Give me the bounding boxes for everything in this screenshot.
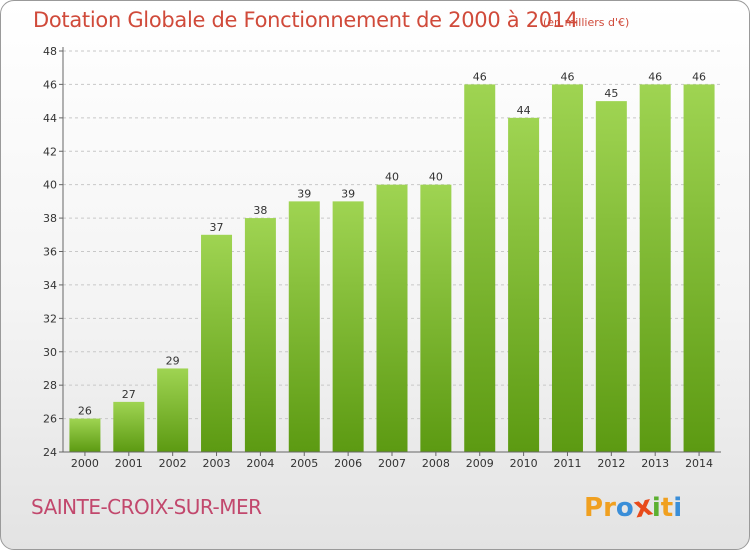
data-label: 40 bbox=[429, 171, 443, 184]
bar-2012 bbox=[595, 101, 627, 452]
y-tick-label: 46 bbox=[43, 78, 57, 91]
y-tick-label: 24 bbox=[43, 446, 57, 459]
logo-letter: i bbox=[673, 493, 683, 523]
data-label: 37 bbox=[210, 221, 224, 234]
x-tick-label: 2004 bbox=[246, 457, 274, 470]
chart-title: Dotation Globale de Fonctionnement de 20… bbox=[33, 8, 578, 32]
y-tick-label: 32 bbox=[43, 312, 57, 325]
data-label: 46 bbox=[648, 70, 662, 83]
x-tick-label: 2010 bbox=[510, 457, 538, 470]
data-label: 45 bbox=[604, 87, 618, 100]
bar-2009 bbox=[464, 84, 496, 453]
bar-2013 bbox=[639, 84, 671, 453]
x-tick-label: 2007 bbox=[378, 457, 406, 470]
x-tick-label: 2002 bbox=[159, 457, 187, 470]
data-label: 46 bbox=[473, 70, 487, 83]
logo-letter: o bbox=[615, 493, 634, 523]
data-label: 27 bbox=[122, 388, 136, 401]
bar-2001 bbox=[113, 401, 145, 452]
data-label: 29 bbox=[166, 354, 180, 367]
data-label: 44 bbox=[517, 104, 531, 117]
logo-letter: r bbox=[603, 493, 616, 523]
data-labels: 26 27 29 37 38 39 39 40 40 46 44 46 45 46 46 bbox=[78, 70, 706, 417]
data-label: 40 bbox=[385, 171, 399, 184]
bar-2007 bbox=[376, 184, 408, 452]
data-label: 46 bbox=[692, 70, 706, 83]
bar-2000 bbox=[69, 418, 101, 452]
x-tick-label: 2008 bbox=[422, 457, 450, 470]
bar-2014 bbox=[683, 84, 715, 453]
x-tick-label: 2009 bbox=[466, 457, 494, 470]
axes: 24 26 28 30 32 34 36 38 40 42 44 46 48 2000 2001 2002 20… bbox=[43, 45, 721, 470]
y-tick-label: 44 bbox=[43, 112, 57, 125]
x-tick-label: 2003 bbox=[203, 457, 231, 470]
bar-2006 bbox=[332, 201, 364, 452]
y-tick-label: 34 bbox=[43, 279, 57, 292]
logo-letter: P bbox=[584, 493, 604, 523]
proxiti-logo: Proxiti bbox=[584, 488, 683, 524]
x-tick-label: 2014 bbox=[685, 457, 713, 470]
data-label: 39 bbox=[297, 187, 311, 200]
commune-name: SAINTE-CROIX-SUR-MER bbox=[31, 495, 262, 519]
y-tick-label: 38 bbox=[43, 212, 57, 225]
x-tick-label: 2012 bbox=[597, 457, 625, 470]
data-label: 38 bbox=[253, 204, 267, 217]
y-tick-label: 48 bbox=[43, 45, 57, 58]
y-tick-label: 26 bbox=[43, 413, 57, 426]
x-tick-label: 2001 bbox=[115, 457, 143, 470]
bar-2011 bbox=[551, 84, 583, 453]
bars bbox=[69, 84, 715, 453]
x-tick-label: 2013 bbox=[641, 457, 669, 470]
data-label: 39 bbox=[341, 187, 355, 200]
y-tick-label: 28 bbox=[43, 379, 57, 392]
y-tick-label: 42 bbox=[43, 145, 57, 158]
bar-2010 bbox=[508, 117, 540, 452]
x-tick-label: 2000 bbox=[71, 457, 99, 470]
bar-2002 bbox=[157, 368, 189, 452]
y-tick-label: 30 bbox=[43, 346, 57, 359]
logo-letter: t bbox=[660, 493, 674, 523]
bar-2003 bbox=[201, 234, 233, 452]
x-tick-label: 2005 bbox=[290, 457, 318, 470]
bar-2008 bbox=[420, 184, 452, 452]
x-tick-label: 2011 bbox=[553, 457, 581, 470]
bar-2004 bbox=[244, 218, 276, 452]
y-tick-label: 36 bbox=[43, 246, 57, 259]
bar-2005 bbox=[288, 201, 320, 452]
logo-letter: i bbox=[651, 493, 661, 523]
data-label: 26 bbox=[78, 405, 92, 418]
y-tick-label: 40 bbox=[43, 179, 57, 192]
x-tick-label: 2006 bbox=[334, 457, 362, 470]
data-label: 46 bbox=[560, 70, 574, 83]
chart-subtitle: (en milliers d'€) bbox=[543, 16, 630, 29]
